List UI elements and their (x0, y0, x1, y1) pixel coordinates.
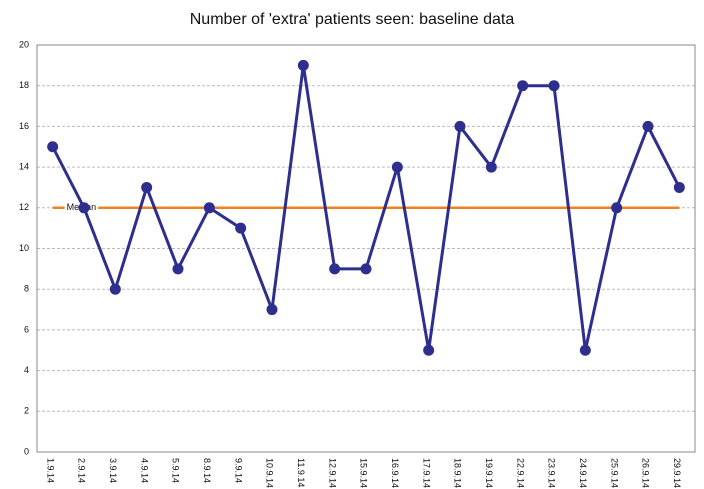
x-tick-label: 15.9.14 (359, 458, 369, 488)
y-tick-label: 16 (19, 121, 29, 131)
x-tick-label: 5.9.14 (171, 458, 181, 483)
y-tick-label: 2 (24, 406, 29, 416)
data-point (517, 80, 529, 92)
x-tick-label: 16.9.14 (390, 458, 400, 488)
data-point (47, 141, 59, 153)
y-tick-label: 20 (19, 39, 29, 49)
x-tick-label: 29.9.14 (672, 458, 682, 488)
x-tick-label: 8.9.14 (202, 458, 212, 483)
y-tick-label: 14 (19, 161, 29, 171)
x-tick-label: 3.9.14 (108, 458, 118, 483)
data-point (78, 202, 90, 214)
data-point (266, 304, 278, 316)
y-tick-label: 6 (24, 324, 29, 334)
x-tick-label: 17.9.14 (421, 458, 431, 488)
y-tick-label: 4 (24, 365, 29, 375)
data-point (548, 80, 560, 92)
x-tick-label: 19.9.14 (484, 458, 494, 488)
x-tick-label: 25.9.14 (609, 458, 619, 488)
data-point (297, 59, 309, 71)
chart-title: Number of 'extra' patients seen: baselin… (190, 11, 515, 28)
x-tick-label: 11.9.14 (296, 458, 306, 487)
x-tick-label: 1.9.14 (45, 458, 55, 483)
plot-frame (36, 44, 696, 453)
y-tick-label: 8 (24, 284, 29, 294)
data-point (611, 202, 623, 214)
data-point (360, 263, 372, 275)
x-tick-label: 12.9.14 (327, 458, 337, 488)
x-tick-label: 23.9.14 (547, 458, 557, 488)
data-point (172, 263, 184, 275)
data-point (673, 181, 685, 193)
data-point (203, 202, 215, 214)
y-tick-label: 12 (19, 202, 29, 212)
x-tick-label: 4.9.14 (139, 458, 149, 483)
data-point (423, 344, 435, 356)
x-tick-label: 10.9.14 (265, 458, 275, 488)
data-point (329, 263, 341, 275)
data-point (391, 161, 403, 173)
x-tick-label: 24.9.14 (578, 458, 588, 488)
y-tick-label: 0 (24, 446, 29, 456)
x-tick-label: 9.9.14 (233, 458, 243, 483)
x-tick-label: 18.9.14 (453, 458, 463, 488)
data-point (109, 283, 121, 295)
data-point (235, 222, 247, 234)
data-point (141, 181, 153, 193)
data-point (485, 161, 497, 173)
data-point (579, 344, 591, 356)
x-tick-label: 2.9.14 (77, 458, 87, 483)
y-tick-label: 10 (19, 243, 29, 253)
data-point (454, 120, 466, 132)
x-tick-label: 26.9.14 (641, 458, 651, 488)
y-tick-label: 18 (19, 80, 29, 90)
x-tick-label: 22.9.14 (515, 458, 525, 488)
data-point (642, 120, 654, 132)
